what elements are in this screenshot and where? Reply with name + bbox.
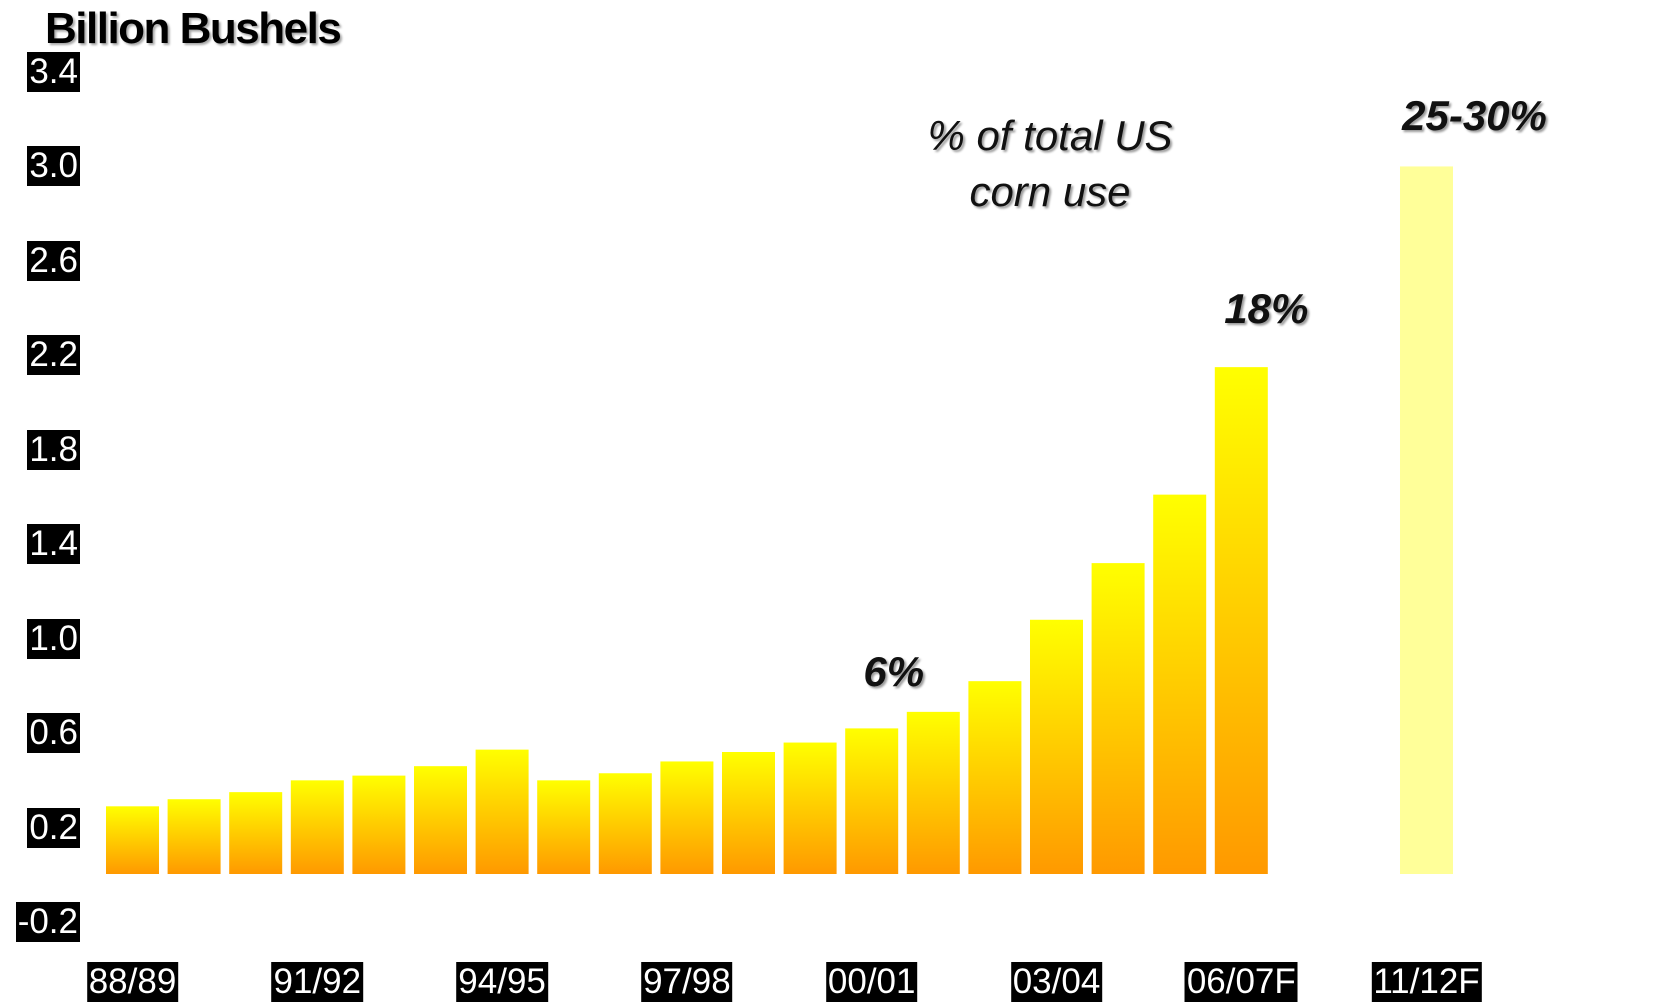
bar-98-99 [722,752,775,874]
bar-04-05 [1091,563,1145,874]
y-tick-label: 3.0 [27,146,80,187]
bar-91-92 [290,780,344,874]
percent-note: % of total US corn use [840,108,1260,220]
y-axis-unit-label: Billion Bushels [45,4,342,53]
x-tick-label: 00/01 [825,962,918,1002]
percent-note-line-2: corn use [969,168,1131,215]
percent-note-line-1: % of total US [927,112,1173,159]
y-tick-label: 0.2 [27,807,80,848]
bar-05-06 [1153,494,1207,874]
bar-11-12f [1400,166,1453,874]
bar-00-01 [845,728,899,874]
bar-99-00 [783,742,837,874]
y-tick-label: 3.4 [27,52,80,92]
x-tick-label: 97/98 [641,962,733,1002]
x-tick-label: 88/89 [86,962,179,1002]
bar-92-93 [352,775,406,874]
y-tick-label: 1.4 [27,524,80,565]
x-tick-label: 06/07F [1184,962,1298,1002]
x-tick-label: 94/95 [456,962,548,1002]
bar-01-02 [906,711,960,874]
bar-annotation-label: 18% [1224,285,1309,333]
y-tick-label: 1.8 [27,429,80,470]
bar-annotation-label: 25-30% [1402,92,1547,140]
x-tick-label: 11/12F [1371,962,1482,1002]
bar-annotation-label: 6% [863,648,925,696]
bar-96-97 [598,773,652,874]
bar-90-91 [229,792,283,874]
y-tick-label: 1.0 [27,618,80,659]
y-tick-label: 2.6 [27,240,80,281]
bar-03-04 [1030,619,1083,874]
bar-series [106,166,1453,874]
bar-88-89 [106,806,159,874]
bar-06-07f [1214,367,1268,874]
bar-94-95 [475,749,529,874]
y-tick-label: 2.2 [27,335,80,376]
bar-89-90 [167,799,221,874]
x-tick-label: 91/92 [271,962,364,1002]
bar-93-94 [414,766,467,874]
x-tick-label: 03/04 [1010,962,1103,1002]
y-tick-label: 0.6 [27,713,80,754]
y-tick-label: -0.2 [15,902,80,942]
bar-95-96 [537,780,591,874]
bar-02-03 [968,681,1022,874]
bar-97-98 [660,761,714,874]
